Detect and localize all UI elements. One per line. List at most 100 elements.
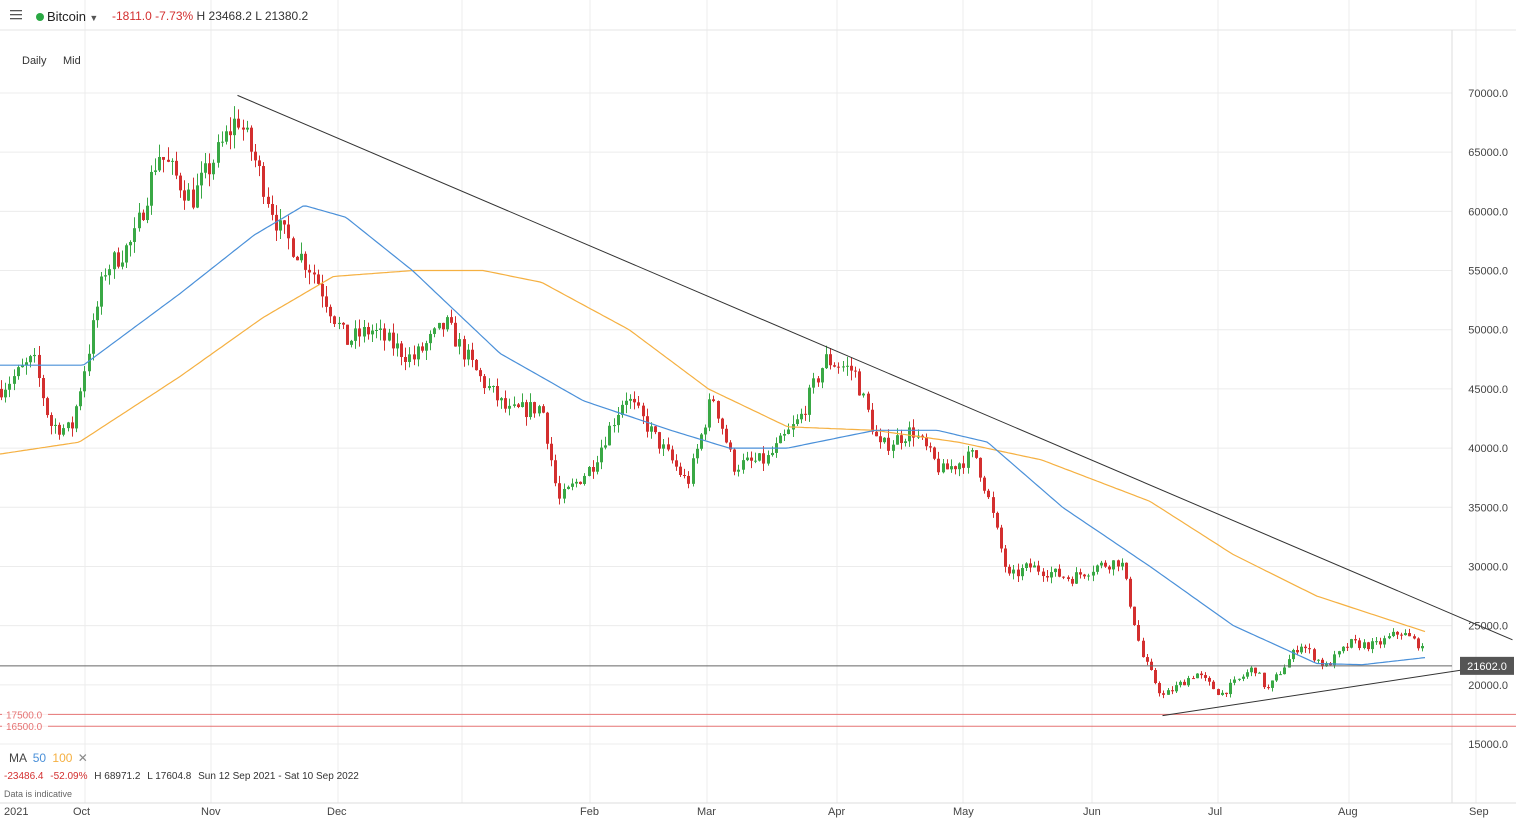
- candle-body: [1408, 633, 1411, 637]
- data-note: Data is indicative: [4, 789, 73, 799]
- candle-body: [721, 418, 724, 429]
- candle-body: [704, 427, 707, 435]
- candle-body: [171, 160, 174, 162]
- period-change-pct: -52.09%: [50, 771, 88, 782]
- candle-body: [262, 166, 265, 197]
- candle-body: [1017, 569, 1020, 577]
- candle-body: [1250, 667, 1253, 673]
- candle-body: [596, 462, 599, 472]
- candle-body: [746, 457, 749, 461]
- y-tick-label: 15000.0: [1468, 739, 1508, 751]
- x-tick-label: Jul: [1208, 806, 1222, 818]
- candle-body: [754, 460, 757, 462]
- candle-body: [363, 327, 366, 337]
- candle-body: [504, 398, 507, 409]
- candle-body: [212, 162, 215, 175]
- candle-body: [446, 317, 449, 330]
- candle-body: [42, 378, 45, 399]
- candle-body: [1279, 674, 1282, 676]
- candle-body: [1254, 667, 1257, 674]
- ma-label: MA: [9, 751, 27, 765]
- candle-body: [342, 322, 345, 325]
- candle-body: [1133, 606, 1136, 626]
- candle-body: [417, 346, 420, 360]
- candle-body: [600, 447, 603, 463]
- candle-body: [1175, 685, 1178, 692]
- candle-body: [733, 449, 736, 472]
- candle-body: [683, 475, 686, 477]
- ma100-line: [0, 269, 1426, 633]
- x-tick-label: Mar: [697, 806, 716, 818]
- candle-body: [887, 437, 890, 451]
- ma-legend[interactable]: MA 50 100 ✕: [9, 751, 88, 765]
- candle-body: [329, 306, 332, 317]
- candle-body: [671, 449, 674, 461]
- candle-body: [1004, 548, 1007, 567]
- close-icon[interactable]: ✕: [77, 751, 88, 765]
- candle-body: [1192, 678, 1195, 680]
- header-stats: -1811.0 -7.73% H 23468.2 L 21380.2: [112, 9, 308, 23]
- candle-body: [912, 427, 915, 438]
- candle-body: [117, 252, 120, 267]
- candle-body: [675, 460, 678, 467]
- candle-body: [371, 330, 374, 335]
- candle-body: [1275, 674, 1278, 681]
- candle-body: [654, 426, 657, 433]
- candle-body: [204, 163, 207, 173]
- candle-body: [533, 402, 536, 414]
- candle-body: [1363, 642, 1366, 649]
- candle-body: [842, 366, 845, 368]
- candle-body: [592, 467, 595, 472]
- interval-button[interactable]: Daily: [22, 55, 47, 67]
- candle-body: [833, 365, 836, 367]
- candle-body: [1400, 634, 1403, 636]
- candle-body: [17, 367, 20, 377]
- candle-body: [25, 362, 28, 366]
- candle-body: [771, 452, 774, 456]
- trendline-resistance[interactable]: [237, 94, 1513, 641]
- candle-body: [1162, 693, 1165, 695]
- candle-body: [588, 467, 591, 476]
- candle-body: [554, 460, 557, 484]
- instrument-selector[interactable]: Bitcoin ▼: [36, 9, 98, 24]
- candle-body: [658, 432, 661, 449]
- candle-body: [13, 376, 16, 384]
- candle-body: [508, 405, 511, 409]
- candle-body: [550, 443, 553, 461]
- price-type-button[interactable]: Mid: [63, 55, 81, 67]
- candle-body: [133, 228, 136, 242]
- candle-body: [783, 433, 786, 436]
- candle-body: [429, 333, 432, 344]
- candle-body: [1142, 640, 1145, 658]
- trendlines: [237, 94, 1513, 717]
- candle-body: [400, 343, 403, 357]
- candle-body: [1117, 560, 1120, 567]
- trendline-support[interactable]: [1162, 661, 1513, 717]
- candle-body: [1029, 563, 1032, 568]
- candle-body: [383, 328, 386, 341]
- candle-body: [1096, 565, 1099, 572]
- candle-body: [1087, 575, 1090, 577]
- candle-body: [950, 466, 953, 470]
- candle-body: [1288, 659, 1291, 668]
- candle-body: [1125, 562, 1128, 579]
- candle-body: [850, 365, 853, 371]
- candle-body: [992, 497, 995, 513]
- candle-body: [187, 189, 190, 201]
- candle-body: [129, 241, 132, 246]
- candle-body: [1404, 633, 1407, 636]
- candle-body: [167, 159, 170, 162]
- candle-body: [142, 212, 145, 221]
- candle-body: [1317, 659, 1320, 661]
- candle-body: [367, 327, 370, 335]
- menu-icon[interactable]: [10, 9, 24, 24]
- candle-body: [438, 322, 441, 329]
- candle-body: [104, 275, 107, 277]
- candle-body: [279, 220, 282, 231]
- candle-body: [1296, 649, 1299, 653]
- candle-body: [546, 412, 549, 444]
- candle-body: [954, 466, 957, 470]
- candle-body: [442, 322, 445, 330]
